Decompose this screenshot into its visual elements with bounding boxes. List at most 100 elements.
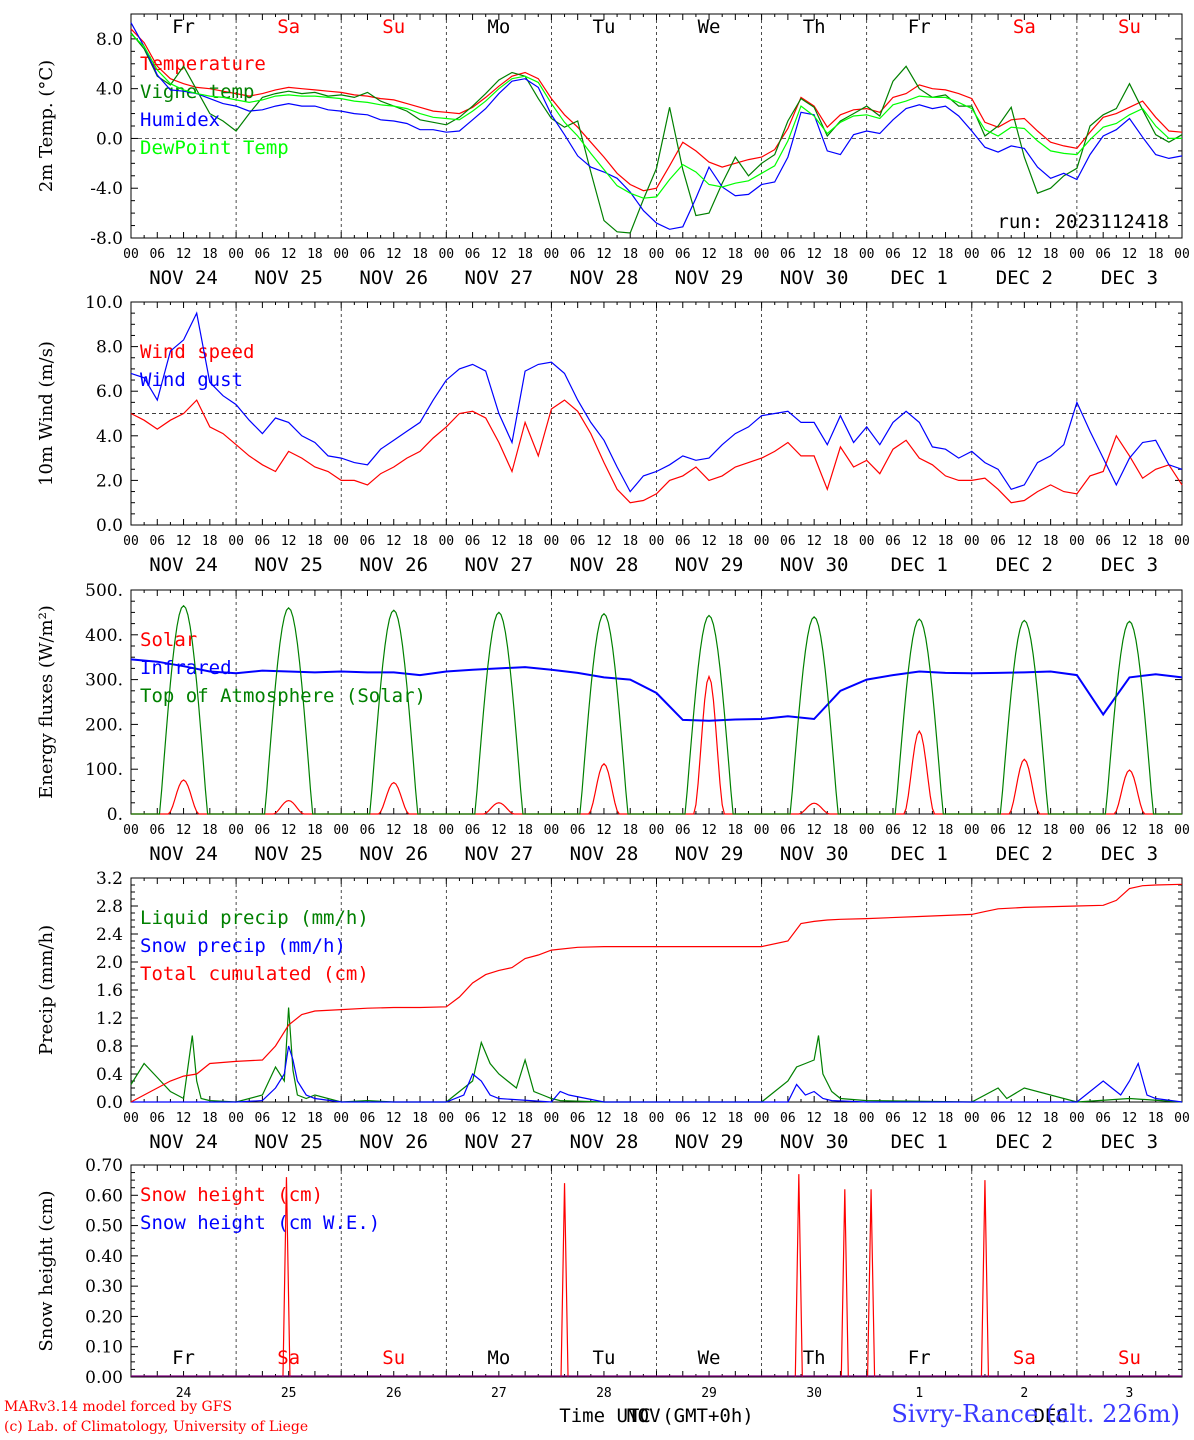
hour-tick-label: 12 — [806, 247, 822, 262]
date-label: DEC 2 — [996, 267, 1053, 289]
series-line-infrared — [130, 658, 1183, 722]
hour-tick-label: 06 — [675, 534, 691, 549]
y-axis-label: Precip (mm/h) — [36, 925, 57, 1055]
date-label: NOV 30 — [780, 1131, 849, 1153]
panel-5: 0.00 0.10 0.20 0.30 0.40 0.50 0.60 0.70 Snow hei… — [36, 1156, 1183, 1427]
hour-tick-label: 06 — [255, 823, 271, 838]
legend-total-cumulated-cm-: Total cumulated (cm) — [140, 963, 369, 985]
y-tick-label: 500. — [85, 581, 123, 601]
hour-tick-label: 18 — [1043, 1111, 1059, 1126]
hour-tick-label: 06 — [885, 1111, 901, 1126]
hour-tick-label: 06 — [570, 823, 586, 838]
weekday-label: Sa — [277, 1347, 300, 1369]
panel-3: 0. 100. 200. 300. 400. 500. Energy fluxes (W/m… — [36, 581, 1190, 865]
date-label: NOV 24 — [149, 267, 218, 289]
hour-tick-label: 18 — [307, 247, 323, 262]
y-tick-label: 1.2 — [96, 1009, 123, 1029]
y-tick-label: 0.0 — [96, 516, 123, 536]
hour-tick-label: 06 — [780, 823, 796, 838]
y-tick-label: -8.0 — [90, 229, 123, 249]
y-tick-label: 300. — [85, 671, 123, 691]
hour-tick-label: 06 — [990, 534, 1006, 549]
date-label: NOV 28 — [570, 554, 639, 576]
hour-tick-label: 00 — [964, 247, 980, 262]
hour-tick-label: 18 — [202, 823, 218, 838]
hour-tick-label: 00 — [228, 1111, 244, 1126]
y-tick-label: 6.0 — [96, 382, 123, 402]
hour-tick-label: 18 — [938, 1111, 954, 1126]
hour-tick-label: 00 — [649, 247, 665, 262]
hour-tick-label: 12 — [1122, 247, 1138, 262]
date-label: DEC 1 — [891, 554, 948, 576]
date-label: NOV 28 — [570, 843, 639, 865]
hour-tick-label: 18 — [517, 247, 533, 262]
weekday-label: Th — [803, 16, 826, 38]
y-tick-label: 400. — [85, 626, 123, 646]
hour-tick-label: 18 — [833, 823, 849, 838]
x-axis-month-label: DEC — [1033, 1405, 1067, 1427]
date-label: NOV 25 — [254, 267, 323, 289]
hour-tick-label: 00 — [964, 823, 980, 838]
weekday-label: Tu — [593, 1347, 616, 1369]
day-number-label: 28 — [596, 1386, 612, 1401]
date-label: NOV 27 — [465, 843, 534, 865]
hour-tick-label: 12 — [1122, 1111, 1138, 1126]
hour-tick-label: 06 — [465, 823, 481, 838]
snow-spike — [282, 1177, 291, 1378]
hour-tick-label: 06 — [360, 1111, 376, 1126]
hour-tick-label: 00 — [1069, 1111, 1085, 1126]
date-label: NOV 25 — [254, 1131, 323, 1153]
y-tick-label: 0.50 — [85, 1217, 123, 1237]
hour-tick-label: 18 — [307, 1111, 323, 1126]
date-label: NOV 25 — [254, 843, 323, 865]
y-axis-label: Snow height (cm) — [36, 1190, 57, 1351]
weekday-label: Fr — [908, 16, 931, 38]
date-label: NOV 28 — [570, 1131, 639, 1153]
legend-wind-speed: Wind speed — [140, 341, 254, 363]
snow-spike — [560, 1183, 569, 1378]
series-line-wind-gust — [130, 311, 1183, 493]
hour-tick-label: 12 — [701, 1111, 717, 1126]
date-label: DEC 3 — [1101, 267, 1158, 289]
legend-snow-precip-mm-h-: Snow precip (mm/h) — [140, 935, 346, 957]
weekday-label: Sa — [1013, 16, 1036, 38]
date-label: NOV 27 — [465, 267, 534, 289]
weekday-label: Su — [1118, 1347, 1141, 1369]
y-tick-label: 8.0 — [96, 338, 123, 358]
date-label: DEC 1 — [891, 843, 948, 865]
weekday-label: Su — [382, 1347, 405, 1369]
date-label: NOV 26 — [359, 554, 428, 576]
hour-tick-label: 12 — [1122, 534, 1138, 549]
hour-tick-label: 12 — [701, 534, 717, 549]
series-line-vigne-temp — [130, 32, 1183, 234]
hour-tick-label: 00 — [123, 823, 139, 838]
legend-humidex: Humidex — [140, 109, 220, 131]
hour-tick-label: 12 — [491, 823, 507, 838]
hour-tick-label: 00 — [1174, 1111, 1190, 1126]
hour-tick-label: 18 — [1043, 823, 1059, 838]
hour-tick-label: 12 — [176, 247, 192, 262]
y-tick-label: 0.20 — [85, 1307, 123, 1327]
hour-tick-label: 06 — [885, 247, 901, 262]
hour-tick-label: 12 — [911, 247, 927, 262]
date-label: DEC 1 — [891, 267, 948, 289]
weekday-label: Su — [1118, 16, 1141, 38]
lab-credit: (c) Lab. of Climatology, University of L… — [4, 1419, 309, 1435]
hour-tick-label: 12 — [491, 247, 507, 262]
y-tick-label: 4.0 — [96, 80, 123, 100]
hour-tick-label: 00 — [1069, 534, 1085, 549]
legend-dewpoint-temp: DewPoint Temp — [140, 137, 289, 159]
hour-tick-label: 06 — [570, 534, 586, 549]
hour-tick-label: 12 — [1017, 1111, 1033, 1126]
hour-tick-label: 18 — [727, 1111, 743, 1126]
panel-2: 0.0 2.0 4.0 6.0 8.0 10.0 10m Wind (m/s) 00 06 12 1… — [36, 293, 1190, 576]
plot-frame — [130, 13, 1183, 239]
hour-tick-label: 06 — [1095, 823, 1111, 838]
hour-tick-label: 00 — [123, 1111, 139, 1126]
hour-tick-label: 12 — [491, 1111, 507, 1126]
hour-tick-label: 18 — [727, 534, 743, 549]
hour-tick-label: 06 — [990, 247, 1006, 262]
date-label: NOV 26 — [359, 267, 428, 289]
date-label: DEC 3 — [1101, 1131, 1158, 1153]
